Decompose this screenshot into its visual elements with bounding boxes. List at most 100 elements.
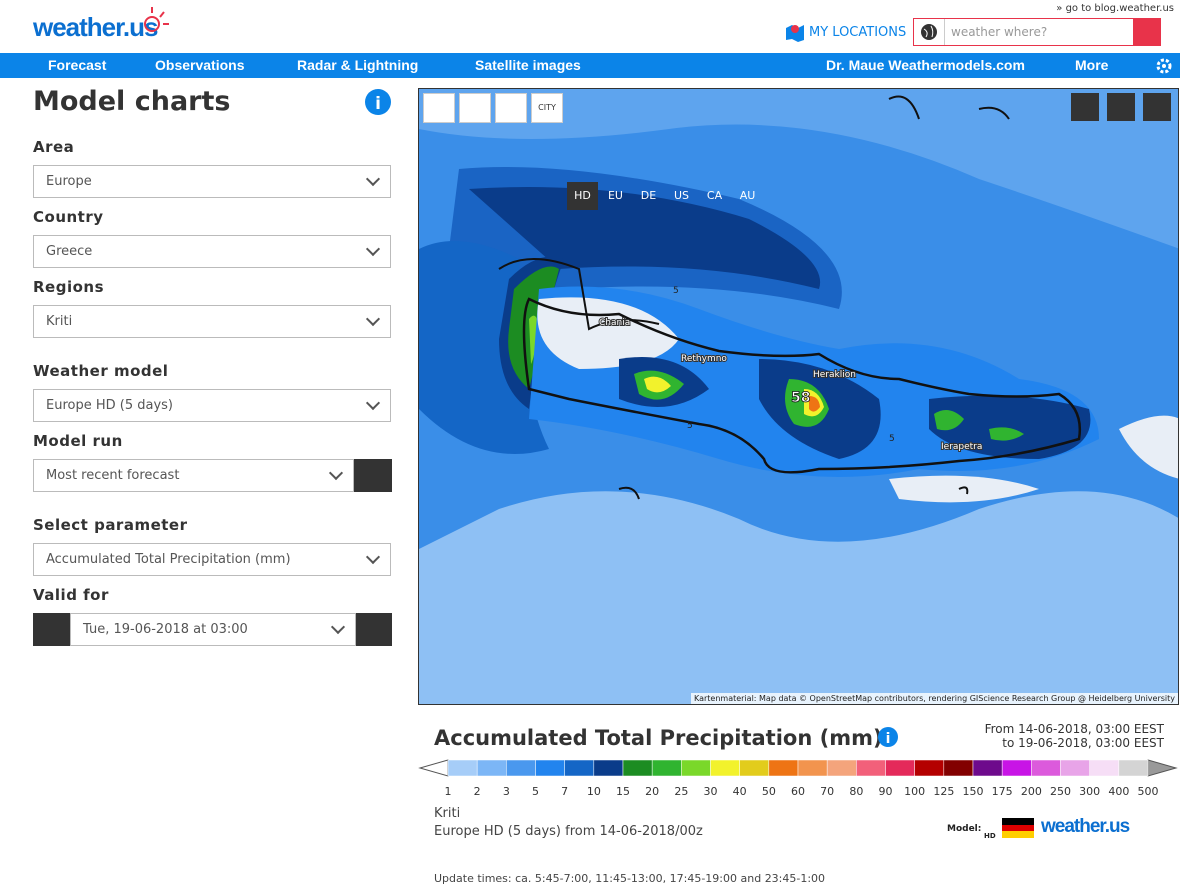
- legend-label: 50: [762, 785, 776, 798]
- chevron: [365, 549, 381, 565]
- city-label: Heraklion: [813, 370, 856, 380]
- legend-label: 15: [616, 785, 630, 798]
- legend-swatch: [1060, 759, 1090, 777]
- legend: 1 2 3 5 7 10 15 20 25 30 40 50 60 70 80 90 100 125 150 175 2…: [418, 759, 1178, 798]
- facebook-button[interactable]: [1107, 93, 1135, 121]
- field-label: Model run: [33, 432, 123, 450]
- legend-label: 2: [474, 785, 481, 798]
- svg-text:i: i: [375, 94, 381, 114]
- legend-swatch: [476, 759, 507, 777]
- chart-title: Accumulated Total Precipitation (mm): [434, 726, 883, 750]
- reload-button[interactable]: [423, 93, 455, 123]
- info-icon[interactable]: i: [878, 727, 899, 748]
- legend-label: 30: [704, 785, 718, 798]
- legend-label: 80: [849, 785, 863, 798]
- my-locations[interactable]: MY LOCATIONS: [809, 25, 907, 40]
- legend-label: 70: [820, 785, 834, 798]
- nav-item[interactable]: Radar & Lightning: [297, 57, 419, 73]
- dropdown[interactable]: Most recent forecast: [33, 459, 354, 492]
- model-tab[interactable]: AU: [739, 189, 756, 202]
- field-label: Weather model: [33, 362, 169, 380]
- legend-swatch: [506, 759, 536, 777]
- legend-swatch: [710, 759, 740, 777]
- city-button[interactable]: CITY: [531, 93, 563, 123]
- legend-label: 200: [1021, 785, 1042, 798]
- contour-label: 5: [673, 286, 679, 296]
- twitter-button[interactable]: [1071, 93, 1099, 121]
- model-tab[interactable]: EU: [607, 189, 623, 202]
- dropdown-value: Tue, 19-06-2018 at 03:00: [83, 622, 248, 637]
- nav-item[interactable]: Dr. Maue Weathermodels.com: [826, 57, 1025, 73]
- chevron: [365, 311, 381, 327]
- dropdown[interactable]: Tue, 19-06-2018 at 03:00: [70, 613, 356, 646]
- legend-swatch: [1089, 759, 1120, 777]
- map[interactable]: Chania Rethymno Heraklion Ierapetra 58 5…: [418, 88, 1179, 705]
- model-line: Europe HD (5 days) from 14-06-2018/00z: [434, 824, 703, 839]
- download-button[interactable]: [1143, 93, 1171, 121]
- nav-item[interactable]: More: [1075, 57, 1109, 73]
- nav-item[interactable]: Observations: [155, 57, 245, 73]
- dropdown[interactable]: Accumulated Total Precipitation (mm): [33, 543, 391, 576]
- logo-main: weather.: [33, 12, 130, 42]
- field-label: Select parameter: [33, 516, 188, 534]
- to-time: to 19-06-2018, 03:00 EEST: [1002, 736, 1164, 750]
- legend-swatch: [856, 759, 886, 777]
- legend-swatch: [797, 759, 828, 777]
- legend-label: 150: [963, 785, 984, 798]
- dropdown[interactable]: Kriti: [33, 305, 391, 338]
- legend-swatch: [914, 759, 945, 777]
- next-button[interactable]: [356, 613, 392, 646]
- legend-arrow: [418, 759, 449, 777]
- max-label: 58: [791, 390, 810, 406]
- legend-label: 10: [587, 785, 601, 798]
- model-tab[interactable]: US: [673, 189, 690, 202]
- dropdown-value: Most recent forecast: [46, 468, 180, 483]
- model-label: Model:: [947, 824, 982, 834]
- settings-icon[interactable]: [1156, 58, 1172, 74]
- globe-button[interactable]: [459, 93, 491, 123]
- zoom-button[interactable]: [495, 93, 527, 123]
- locations-icon: [786, 25, 804, 42]
- blog-link[interactable]: » go to blog.weather.us: [1056, 3, 1174, 14]
- nav-item[interactable]: Satellite images: [475, 57, 581, 73]
- dropdown-value: Europe: [46, 174, 92, 189]
- svg-text:i: i: [886, 731, 891, 747]
- dropdown-value: Greece: [46, 244, 93, 259]
- nav-bar: Forecast Observations Radar & Lightning …: [0, 53, 1180, 78]
- dropdown[interactable]: Greece: [33, 235, 391, 268]
- field-label: Country: [33, 208, 104, 226]
- nav-item[interactable]: Forecast: [48, 57, 107, 73]
- prev-button[interactable]: [33, 613, 70, 646]
- legend-swatch: [943, 759, 974, 777]
- legend-swatch: [681, 759, 711, 777]
- legend-label: 20: [645, 785, 659, 798]
- legend-label: 175: [992, 785, 1013, 798]
- globe-icon: [921, 24, 937, 40]
- legend-label: 125: [933, 785, 954, 798]
- chevron: [365, 241, 381, 257]
- dropdown-value: Kriti: [46, 314, 73, 329]
- model-tab[interactable]: DE: [640, 189, 657, 202]
- chevron: [328, 465, 344, 481]
- info-icon[interactable]: i: [365, 89, 392, 116]
- legend-label: 40: [733, 785, 747, 798]
- legend-swatch: [564, 759, 595, 777]
- legend-swatch: [593, 759, 624, 777]
- attribution: Kartenmaterial: Map data © OpenStreetMap…: [690, 693, 1178, 704]
- legend-swatch: [972, 759, 1003, 777]
- legend-swatch: [1118, 759, 1149, 777]
- city-label: Ierapetra: [941, 442, 982, 452]
- logo-main: weather.: [1041, 816, 1110, 837]
- calendar-button[interactable]: [354, 459, 392, 492]
- contour-label: 5: [889, 434, 895, 444]
- model-tab[interactable]: HD: [567, 182, 598, 210]
- legend-swatch: [1031, 759, 1061, 777]
- model-tab[interactable]: CA: [706, 189, 723, 202]
- legend-label: 90: [879, 785, 893, 798]
- dropdown[interactable]: Europe: [33, 165, 391, 198]
- legend-label: 400: [1108, 785, 1129, 798]
- legend-swatch: [885, 759, 915, 777]
- dropdown[interactable]: Europe HD (5 days): [33, 389, 391, 422]
- search-box[interactable]: weather where?: [913, 18, 1161, 46]
- contour-label: 5: [687, 421, 693, 431]
